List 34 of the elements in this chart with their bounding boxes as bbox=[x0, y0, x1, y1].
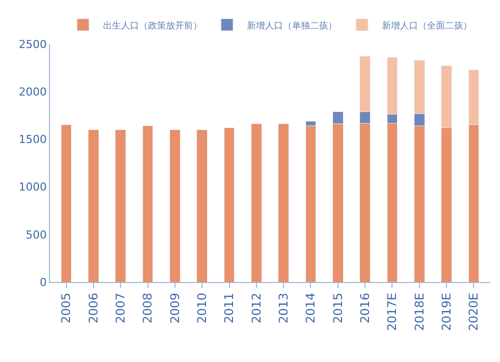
bar bbox=[251, 124, 262, 282]
bar bbox=[170, 129, 180, 282]
legend-label: 出生人口（政策放开前） bbox=[103, 20, 202, 32]
y-tick-label: 2000 bbox=[18, 85, 47, 98]
y-tick-label: 1500 bbox=[18, 133, 47, 146]
bar bbox=[142, 126, 154, 282]
x-tick-label: 2005 bbox=[59, 292, 74, 324]
bar bbox=[88, 129, 99, 282]
x-tick-label: 2013 bbox=[276, 292, 290, 324]
x-tick-label: 2015 bbox=[330, 292, 345, 324]
bar bbox=[115, 129, 126, 282]
x-tick-label: 2009 bbox=[168, 292, 182, 324]
y-tick-label: 500 bbox=[26, 228, 47, 242]
x-tick-label: 2016 bbox=[358, 292, 372, 324]
x-tick-label: 2006 bbox=[86, 292, 100, 324]
x-tick-label: 2014 bbox=[304, 292, 318, 324]
x-tick-label: 2019E bbox=[439, 292, 454, 331]
x-tick-label: 2018E bbox=[412, 292, 426, 331]
y-tick-label: 1000 bbox=[18, 180, 47, 194]
x-tick-label: 2007 bbox=[114, 292, 128, 324]
legend-label: 新增人口（全面二孩） bbox=[382, 20, 472, 32]
x-tick-label: 2020E bbox=[466, 292, 481, 331]
x-tick-label: 2012 bbox=[249, 292, 264, 324]
x-tick-label: 2017E bbox=[385, 292, 400, 331]
bar bbox=[278, 124, 289, 282]
x-tick-label: 2011 bbox=[222, 292, 236, 324]
y-tick-label: 0 bbox=[40, 276, 47, 289]
bar bbox=[196, 129, 208, 282]
bar bbox=[224, 128, 235, 282]
y-tick-label: 2500 bbox=[18, 38, 47, 51]
x-tick-label: 2010 bbox=[195, 292, 209, 324]
bar bbox=[60, 124, 72, 282]
x-tick-label: 2008 bbox=[140, 292, 155, 324]
legend-label: 新增人口（单独二孩） bbox=[247, 20, 337, 32]
